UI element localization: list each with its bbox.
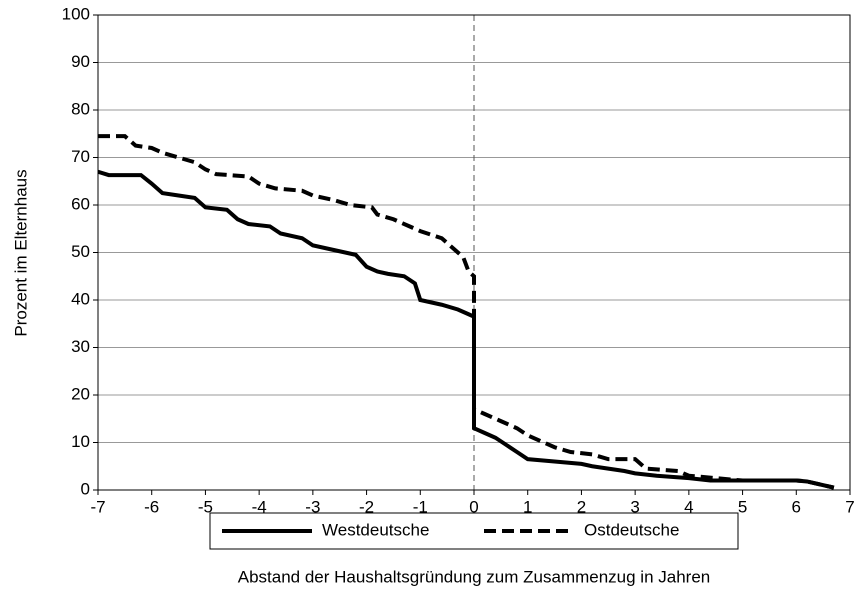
y-tick-label: 100 (62, 4, 90, 23)
x-tick-label: -4 (252, 497, 267, 516)
x-tick-label: 1 (523, 497, 532, 516)
x-tick-label: 3 (630, 497, 639, 516)
x-tick-label: 0 (469, 497, 478, 516)
y-tick-label: 90 (71, 52, 90, 71)
legend-label: Westdeutsche (322, 520, 429, 539)
x-tick-label: 7 (845, 497, 854, 516)
y-tick-label: 80 (71, 99, 90, 118)
y-tick-label: 10 (71, 432, 90, 451)
y-tick-label: 0 (81, 479, 90, 498)
y-tick-label: 40 (71, 289, 90, 308)
line-series (98, 134, 835, 490)
y-tick-label: 30 (71, 337, 90, 356)
x-tick-label: -3 (305, 497, 320, 516)
x-tick-label: -5 (198, 497, 213, 516)
y-tick-label: 20 (71, 384, 90, 403)
x-tick-label: 4 (684, 497, 693, 516)
y-tick-label: 60 (71, 194, 90, 213)
y-tick-label: 50 (71, 242, 90, 261)
line-series (97, 169, 835, 490)
y-tick-label: 70 (71, 147, 90, 166)
plot-border (97, 14, 851, 491)
x-tick-label: -7 (90, 497, 105, 516)
x-axis-label: Abstand der Haushaltsgründung zum Zusamm… (238, 567, 711, 586)
legend-label: Ostdeutsche (584, 520, 679, 539)
x-tick-label: -2 (359, 497, 374, 516)
x-tick-label: -6 (144, 497, 159, 516)
x-tick-label: -1 (413, 497, 428, 516)
y-axis-label: Prozent im Elternhaus (11, 169, 30, 336)
x-tick-label: 5 (738, 497, 747, 516)
x-tick-label: 6 (792, 497, 801, 516)
x-tick-label: 2 (577, 497, 586, 516)
